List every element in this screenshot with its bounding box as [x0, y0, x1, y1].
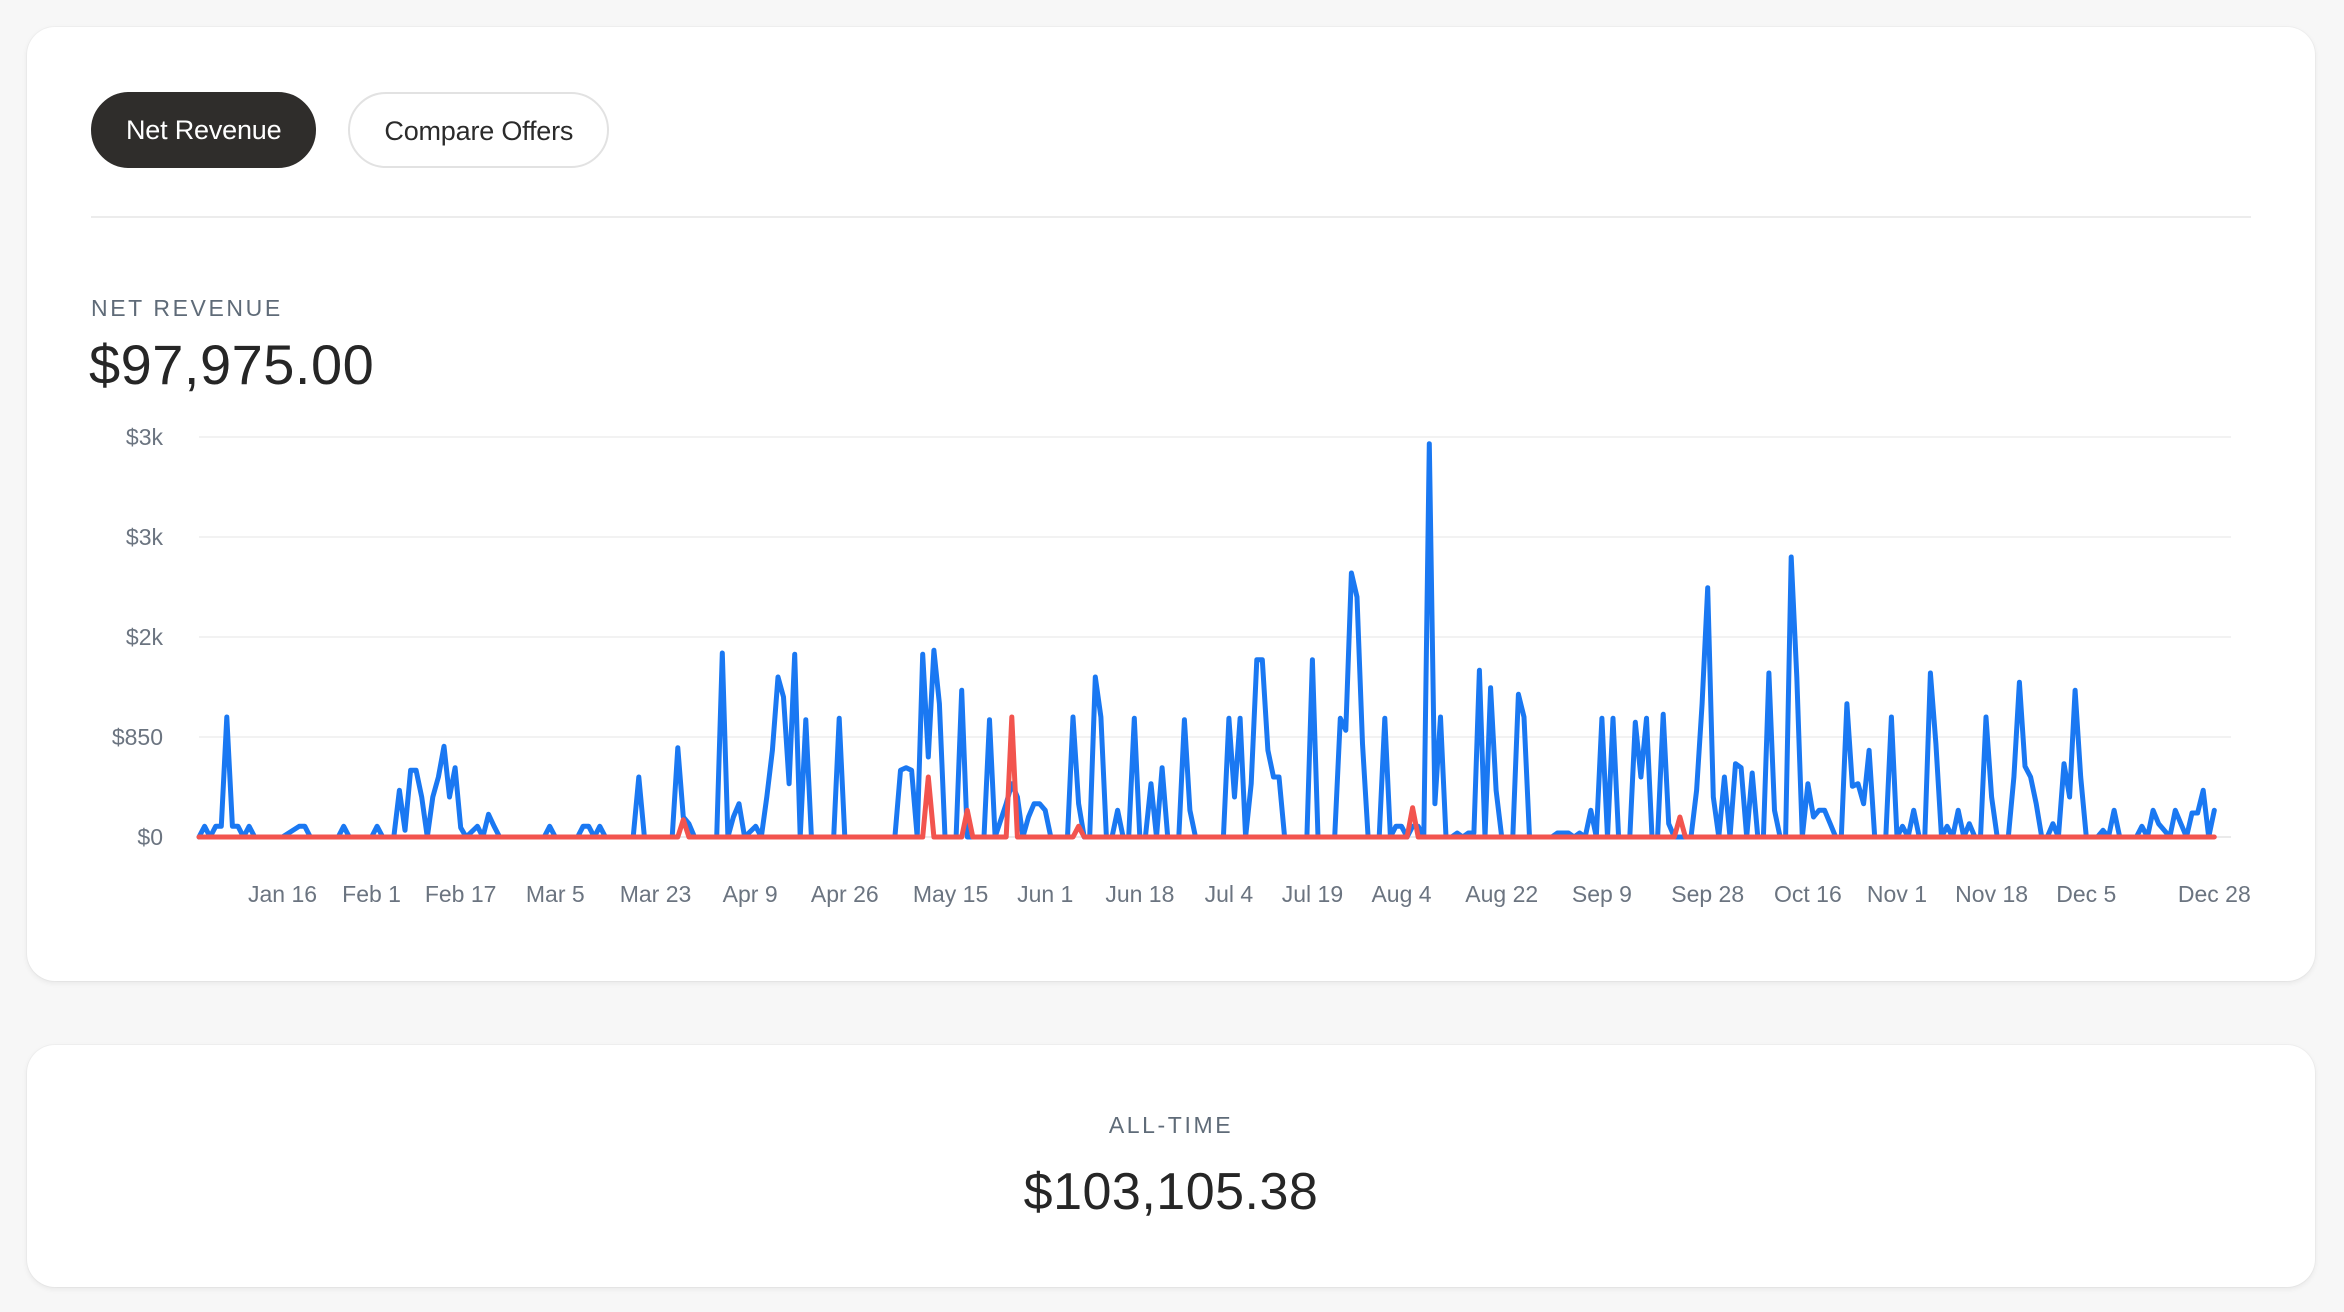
all-time-card: ALL-TIME $103,105.38 — [27, 1045, 2315, 1287]
tab-bar: Net Revenue Compare Offers — [91, 92, 610, 168]
x-tick-label: Apr 26 — [811, 881, 879, 907]
all-time-value: $103,105.38 — [1023, 1163, 1319, 1221]
net-revenue-label: NET REVENUE — [91, 295, 283, 321]
x-tick-label: Aug 4 — [1371, 881, 1431, 907]
net-revenue-chart[interactable]: $0 $850 $2k $3k $3k Jan 16 Feb 1 Feb 17 Mar 5 Mar… — [27, 27, 2315, 981]
series-line-secondary — [196, 714, 2217, 840]
x-tick-label: Dec 28 — [2178, 881, 2251, 907]
net-revenue-card: Net Revenue Compare Offers NET REVENUE $… — [27, 27, 2315, 981]
all-time-label: ALL-TIME — [1108, 1112, 1234, 1138]
x-tick-label: Nov 1 — [1867, 881, 1927, 907]
x-tick-label: Dec 5 — [2056, 881, 2116, 907]
y-tick-label: $850 — [112, 724, 163, 750]
x-tick-label: Mar 5 — [526, 881, 585, 907]
x-tick-label: Jul 4 — [1205, 881, 1254, 907]
tab-net-revenue[interactable]: Net Revenue — [91, 92, 317, 168]
x-tick-label: Jan 16 — [248, 881, 317, 907]
x-tick-label: Sep 9 — [1572, 881, 1632, 907]
y-tick-label: $3k — [126, 524, 164, 550]
x-tick-label: Aug 22 — [1465, 881, 1538, 907]
x-tick-label: Jun 18 — [1105, 881, 1174, 907]
x-tick-label: Nov 18 — [1955, 881, 2028, 907]
x-tick-label: Feb 17 — [425, 881, 497, 907]
series-line-primary — [196, 441, 2217, 840]
x-tick-label: Jun 1 — [1017, 881, 1073, 907]
x-tick-label: Sep 28 — [1671, 881, 1744, 907]
tab-compare-offers[interactable]: Compare Offers — [348, 92, 610, 168]
y-tick-label: $0 — [137, 824, 163, 850]
x-tick-label: Jul 19 — [1282, 881, 1343, 907]
x-tick-label: May 15 — [913, 881, 988, 907]
divider — [91, 216, 2251, 218]
x-tick-label: Mar 23 — [620, 881, 692, 907]
y-tick-label: $2k — [126, 624, 164, 650]
x-tick-label: Oct 16 — [1774, 881, 1842, 907]
net-revenue-value: $97,975.00 — [89, 333, 375, 396]
y-tick-label: $3k — [126, 424, 164, 450]
x-tick-label: Feb 1 — [342, 881, 401, 907]
x-tick-label: Apr 9 — [723, 881, 778, 907]
